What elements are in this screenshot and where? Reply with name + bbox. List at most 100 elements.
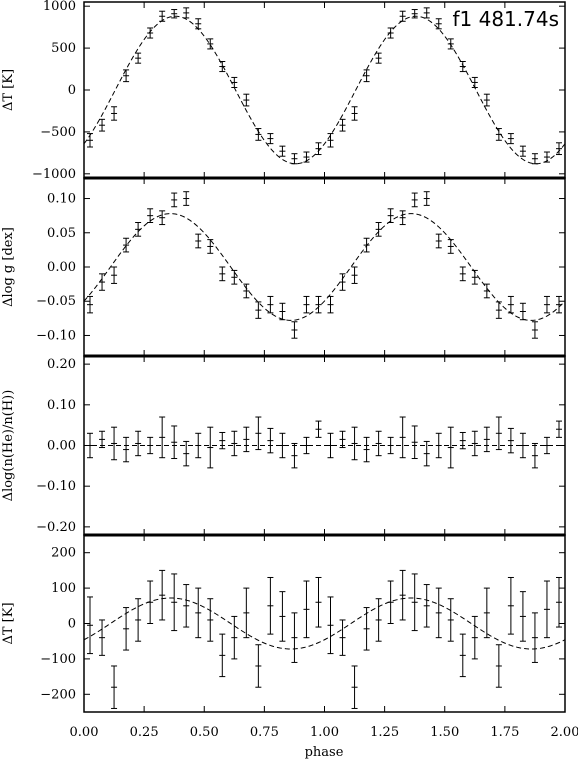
y-tick-label: −0.20 [36, 520, 76, 535]
data-point [195, 587, 202, 639]
data-point [231, 430, 238, 457]
data-point [255, 128, 262, 141]
data-point [495, 644, 502, 688]
data-point [495, 416, 502, 451]
data-point [555, 142, 562, 156]
data-point [519, 302, 526, 321]
data-point [459, 633, 466, 678]
data-point [111, 266, 118, 284]
y-tick-label: −1000 [32, 167, 76, 182]
data-point [279, 302, 286, 321]
data-point [183, 440, 190, 467]
data-point [351, 266, 358, 284]
data-point [207, 239, 214, 254]
data-point [111, 665, 118, 709]
data-point [435, 233, 442, 249]
data-point [219, 61, 226, 73]
data-point [447, 239, 454, 254]
data-point [339, 430, 346, 449]
data-point [327, 295, 334, 314]
data-point [147, 436, 154, 455]
data-point [219, 431, 226, 450]
data-point [219, 266, 226, 282]
data-point [171, 9, 178, 19]
data-point [423, 7, 430, 19]
y-tick-label: 1000 [43, 0, 76, 14]
data-point [135, 52, 142, 64]
data-point [87, 133, 94, 148]
data-point [135, 430, 142, 457]
data-point [99, 118, 106, 132]
data-point [471, 615, 478, 660]
data-point [243, 283, 250, 299]
panel-frame [83, 534, 566, 713]
y-tick-label: 200 [51, 546, 76, 561]
data-point [147, 208, 154, 223]
data-point [303, 295, 310, 314]
data-point [279, 432, 286, 459]
data-point [87, 432, 94, 459]
data-point [447, 598, 454, 642]
data-point [303, 436, 310, 455]
x-tick-label: 1.50 [430, 725, 459, 740]
data-point [411, 192, 418, 208]
data-point [327, 432, 334, 459]
data-point [387, 436, 394, 455]
data-point [543, 580, 550, 639]
data-point [255, 644, 262, 688]
data-point [507, 133, 514, 145]
data-point [531, 321, 538, 339]
data-point [459, 266, 466, 282]
y-tick-label: 0 [68, 617, 76, 632]
data-point [279, 145, 286, 157]
data-point [243, 587, 250, 639]
panel-frame [83, 177, 566, 357]
data-point [483, 93, 490, 107]
data-point [87, 596, 94, 655]
data-point [387, 27, 394, 39]
data-point [195, 432, 202, 459]
data-point [555, 576, 562, 628]
data-point [231, 615, 238, 660]
data-point [435, 587, 442, 639]
data-point [543, 436, 550, 455]
y-tick-label: −100 [40, 652, 76, 667]
data-point [231, 76, 238, 88]
data-point [207, 38, 214, 50]
y-tick-label: 0.00 [47, 439, 76, 454]
y-axis-label: ΔT [K] [1, 69, 16, 111]
data-point [195, 18, 202, 30]
data-point [255, 301, 262, 319]
data-point [339, 619, 346, 656]
data-point [183, 191, 190, 206]
data-point [135, 222, 142, 237]
y-axis-label: Δlog g [dex] [1, 227, 16, 307]
data-point [423, 440, 430, 467]
y-tick-label: 0.20 [47, 357, 76, 372]
y-tick-label: −0.10 [36, 479, 76, 494]
data-point [195, 233, 202, 249]
data-point [483, 426, 490, 453]
data-point [483, 587, 490, 639]
data-point [99, 619, 106, 656]
data-point [399, 10, 406, 22]
y-tick-label: 0.05 [47, 226, 76, 241]
data-point [327, 133, 334, 148]
data-point [243, 426, 250, 453]
y-axis-label: Δlog(n(He)/n(H)) [1, 390, 16, 502]
data-point [123, 69, 130, 83]
panel-3: −0.20 −0.10 0.00 0.10 0.20 Δlog(n(He)/n(H)) [1, 354, 566, 536]
data-point [327, 596, 334, 655]
data-point [159, 569, 166, 621]
data-point [399, 210, 406, 226]
data-point [363, 69, 370, 83]
x-tick-label: 0.50 [190, 725, 219, 740]
data-point [159, 10, 166, 22]
x-tick-label: 0.25 [130, 725, 159, 740]
data-point [267, 427, 274, 454]
data-point [87, 295, 94, 314]
data-point [351, 426, 358, 461]
data-point [483, 283, 490, 299]
